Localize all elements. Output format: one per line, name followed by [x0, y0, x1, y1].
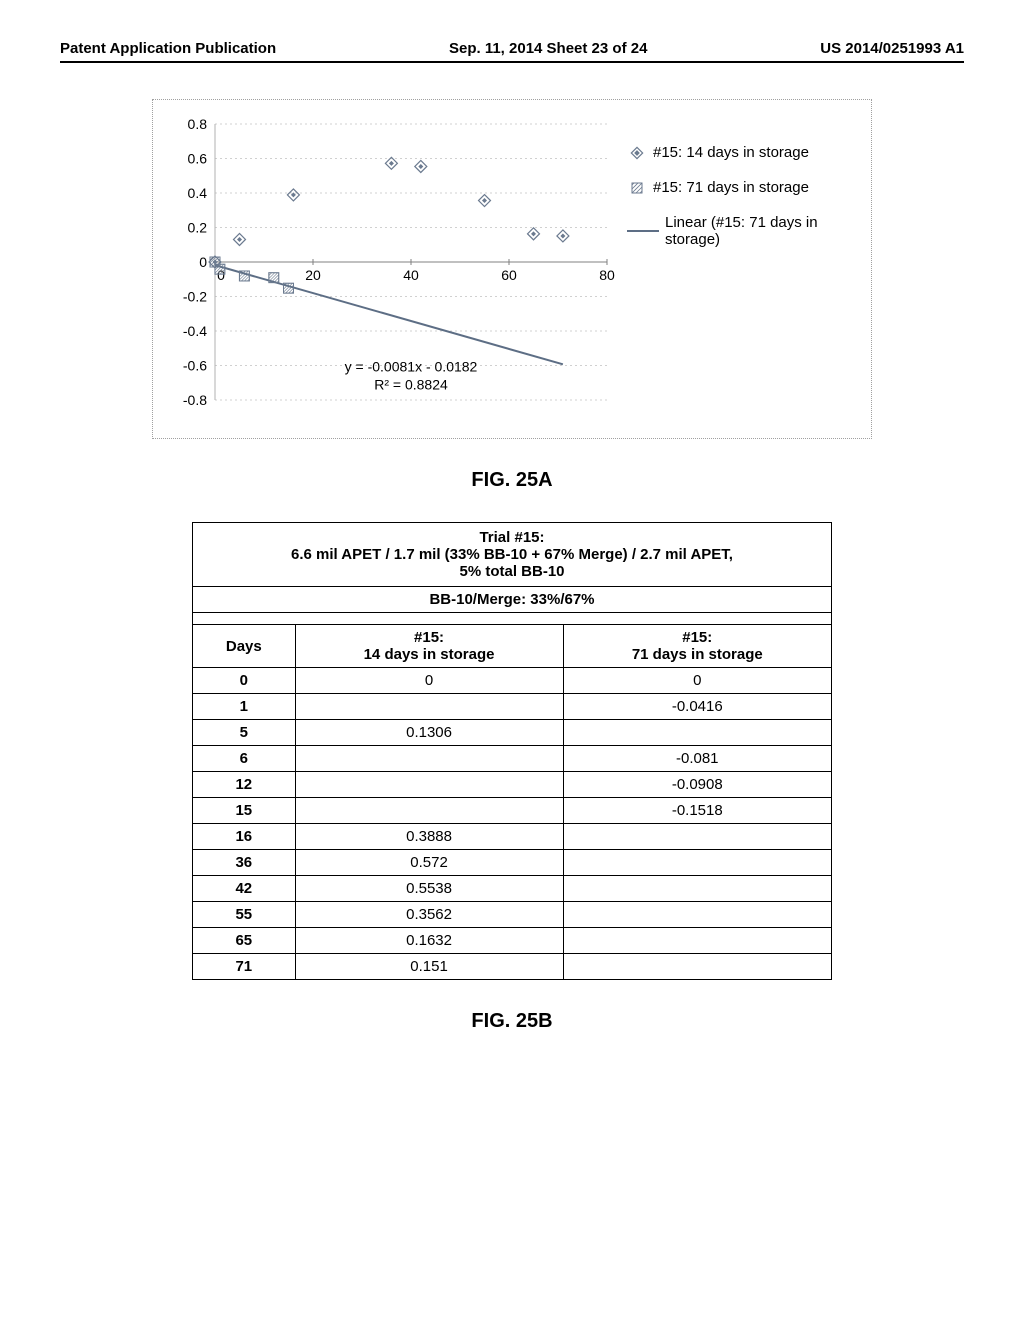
cell-series14: [295, 746, 563, 772]
cell-series71: -0.1518: [563, 798, 831, 824]
svg-text:R² = 0.8824: R² = 0.8824: [374, 377, 448, 393]
table-row: 1 -0.0416: [193, 694, 831, 720]
table-row: 160.3888: [193, 824, 831, 850]
legend-label: Linear (#15: 71 days in storage): [665, 214, 835, 248]
cell-series71: [563, 876, 831, 902]
cell-series71: 0: [563, 668, 831, 694]
table-row: 6 -0.081: [193, 746, 831, 772]
cell-series71: [563, 850, 831, 876]
table-title-line: Trial #15:: [201, 529, 823, 546]
cell-series14: 0.151: [295, 954, 563, 980]
chart-legend: #15: 14 days in storage #15: 71 days in …: [617, 114, 839, 266]
cell-series14: [295, 798, 563, 824]
legend-label: #15: 14 days in storage: [653, 144, 809, 161]
diamond-icon: [627, 146, 647, 160]
table-row: 50.1306: [193, 720, 831, 746]
col-header-days: Days: [193, 625, 295, 668]
cell-days: 12: [193, 772, 295, 798]
svg-text:y = -0.0081x - 0.0182: y = -0.0081x - 0.0182: [345, 359, 478, 375]
svg-text:80: 80: [599, 267, 615, 283]
svg-text:0: 0: [199, 254, 207, 270]
cell-days: 71: [193, 954, 295, 980]
table-row: 360.572: [193, 850, 831, 876]
figure-label-a: FIG. 25A: [60, 469, 964, 492]
cell-days: 16: [193, 824, 295, 850]
cell-series71: [563, 928, 831, 954]
table-row: 650.1632: [193, 928, 831, 954]
svg-text:-0.6: -0.6: [183, 358, 207, 374]
svg-text:0.6: 0.6: [188, 151, 208, 167]
svg-text:0.8: 0.8: [188, 116, 208, 132]
svg-text:-0.8: -0.8: [183, 392, 207, 408]
table-row: 550.3562: [193, 902, 831, 928]
svg-text:-0.4: -0.4: [183, 323, 207, 339]
col-header-l1: #15:: [302, 629, 557, 646]
table-row: 12 -0.0908: [193, 772, 831, 798]
chart-plot: -0.8-0.6-0.4-0.200.20.40.60.8020406080y …: [167, 114, 617, 424]
cell-series71: [563, 824, 831, 850]
cell-series71: [563, 954, 831, 980]
table-row: 710.151: [193, 954, 831, 980]
cell-days: 1: [193, 694, 295, 720]
legend-item-71: #15: 71 days in storage: [627, 179, 835, 196]
cell-series71: -0.0416: [563, 694, 831, 720]
col-header-l2: 14 days in storage: [302, 646, 557, 663]
page-header: Patent Application Publication Sep. 11, …: [60, 40, 964, 63]
table-subtitle: BB-10/Merge: 33%/67%: [193, 586, 831, 612]
cell-series71: [563, 902, 831, 928]
cell-days: 55: [193, 902, 295, 928]
table-blank-row: [193, 612, 831, 624]
cell-series71: [563, 720, 831, 746]
cell-series14: 0.1306: [295, 720, 563, 746]
svg-text:-0.2: -0.2: [183, 289, 207, 305]
cell-series14: 0.1632: [295, 928, 563, 954]
data-table: Days #15: 14 days in storage #15: 71 day…: [193, 624, 831, 979]
table-row: 15 -0.1518: [193, 798, 831, 824]
line-icon: [627, 230, 659, 232]
legend-item-14: #15: 14 days in storage: [627, 144, 835, 161]
cell-series71: -0.081: [563, 746, 831, 772]
col-header-71: #15: 71 days in storage: [563, 625, 831, 668]
cell-days: 5: [193, 720, 295, 746]
table-row: 420.5538: [193, 876, 831, 902]
table-body: 0001-0.041650.13066-0.08112-0.090815-0.1…: [193, 668, 831, 980]
svg-text:0.2: 0.2: [188, 220, 208, 236]
page-root: Patent Application Publication Sep. 11, …: [0, 0, 1024, 1320]
table-title: Trial #15: 6.6 mil APET / 1.7 mil (33% B…: [193, 523, 831, 586]
svg-text:20: 20: [305, 267, 321, 283]
table-header-row: Days #15: 14 days in storage #15: 71 day…: [193, 625, 831, 668]
cell-series14: 0.572: [295, 850, 563, 876]
svg-text:0.4: 0.4: [188, 185, 208, 201]
cell-days: 42: [193, 876, 295, 902]
header-center: Sep. 11, 2014 Sheet 23 of 24: [449, 40, 647, 57]
col-header-14: #15: 14 days in storage: [295, 625, 563, 668]
figure-label-b: FIG. 25B: [60, 1010, 964, 1033]
svg-text:40: 40: [403, 267, 419, 283]
cell-series14: 0.5538: [295, 876, 563, 902]
table-title-line: 5% total BB-10: [201, 563, 823, 580]
cell-days: 6: [193, 746, 295, 772]
legend-label: #15: 71 days in storage: [653, 179, 809, 196]
svg-text:60: 60: [501, 267, 517, 283]
cell-series14: 0.3562: [295, 902, 563, 928]
cell-days: 36: [193, 850, 295, 876]
chart-container: -0.8-0.6-0.4-0.200.20.40.60.8020406080y …: [152, 99, 872, 439]
table-row: 000: [193, 668, 831, 694]
cell-days: 65: [193, 928, 295, 954]
cell-series71: -0.0908: [563, 772, 831, 798]
table-title-line: 6.6 mil APET / 1.7 mil (33% BB-10 + 67% …: [201, 546, 823, 563]
col-header-l1: #15:: [570, 629, 825, 646]
cell-days: 0: [193, 668, 295, 694]
data-table-container: Trial #15: 6.6 mil APET / 1.7 mil (33% B…: [192, 522, 832, 980]
cell-series14: [295, 772, 563, 798]
header-left: Patent Application Publication: [60, 40, 276, 57]
cell-days: 15: [193, 798, 295, 824]
hatched-square-icon: [627, 181, 647, 195]
cell-series14: 0: [295, 668, 563, 694]
col-header-l2: 71 days in storage: [570, 646, 825, 663]
header-right: US 2014/0251993 A1: [820, 40, 964, 57]
cell-series14: [295, 694, 563, 720]
legend-item-trend: Linear (#15: 71 days in storage): [627, 214, 835, 248]
cell-series14: 0.3888: [295, 824, 563, 850]
